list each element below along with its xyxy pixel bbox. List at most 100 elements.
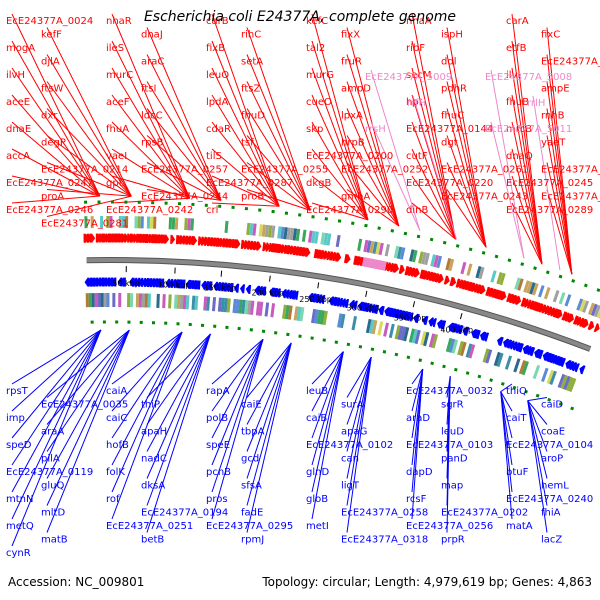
reverse-feature-block (173, 294, 178, 309)
outer-marker (468, 247, 473, 252)
reverse-feature-block (220, 297, 225, 313)
reverse-gene-leader-line (527, 400, 548, 533)
reverse-gene-label: EcE24377A_0104 (506, 440, 593, 451)
forward-gene-label: mrcB (506, 124, 532, 135)
forward-gene-label: fixC (541, 30, 560, 41)
reverse-gene-leader-line (11, 329, 102, 466)
forward-feature-block (121, 216, 126, 229)
reverse-gene-arrow (474, 329, 481, 340)
forward-gene-arrow (182, 235, 188, 245)
outer-marker (324, 217, 328, 221)
reverse-feature-block (287, 305, 293, 320)
reverse-feature-block (100, 293, 104, 308)
reverse-gene-arrow (108, 277, 114, 287)
inner-marker (298, 334, 302, 338)
inner-marker (237, 326, 241, 331)
forward-feature-block (137, 216, 141, 229)
forward-gene-label: EcE24377A_0243 (441, 192, 528, 203)
reverse-feature-block (400, 326, 407, 341)
forward-gene-label: mogA (6, 43, 35, 54)
forward-gene-leader-line (111, 94, 191, 199)
reverse-feature-block (156, 293, 160, 308)
reverse-feature-block (296, 306, 302, 321)
forward-feature-block (543, 287, 551, 300)
outer-marker (124, 200, 128, 204)
reverse-feature-block (557, 373, 566, 388)
reverse-feature-block (549, 370, 557, 385)
reverse-gene-leader-line (146, 333, 211, 479)
forward-gene-label: proA (41, 192, 64, 203)
reverse-gene-leader-line (111, 331, 183, 439)
outer-marker (218, 204, 222, 208)
forward-gene-leader-line (511, 121, 543, 265)
reverse-feature-block (565, 376, 574, 392)
forward-feature-block (140, 216, 144, 229)
forward-feature-block (496, 272, 503, 285)
forward-gene-arrow (222, 238, 228, 248)
reverse-gene-leader-line (111, 331, 183, 412)
reverse-gene-leader-line (411, 369, 424, 520)
reverse-feature-block (403, 327, 410, 342)
reverse-gene-label: dksA (141, 481, 165, 492)
reverse-gene-leader-line (527, 397, 548, 402)
forward-gene-leader-line (11, 13, 101, 197)
forward-gene-leader-line (46, 108, 132, 197)
pseudo-gene-label: rrlH (527, 98, 545, 109)
forward-gene-arrow (160, 234, 167, 244)
forward-gene-label: skp (306, 124, 323, 135)
reverse-feature-block (388, 323, 395, 339)
forward-gene-label: ddl (441, 57, 456, 68)
reverse-gene-leader-line (11, 329, 102, 520)
reverse-feature-block (235, 299, 240, 314)
forward-gene-arrow (114, 233, 121, 243)
reverse-gene-label: EcE24377A_0318 (341, 535, 428, 546)
forward-gene-leader-line (311, 148, 369, 221)
reverse-gene-leader-line (500, 391, 513, 466)
forward-gene-leader-line (311, 13, 369, 221)
reverse-gene-label: mltD (41, 508, 65, 519)
reverse-gene-arrow (536, 349, 544, 360)
reverse-gene-arrow (422, 315, 429, 326)
outer-marker (390, 229, 395, 233)
outer-marker (442, 240, 447, 245)
forward-gene-arrow (213, 237, 219, 247)
reverse-feature-block (284, 305, 290, 320)
forward-feature-block (445, 257, 452, 271)
forward-gene-arrow (304, 247, 311, 257)
forward-gene-arrow (231, 238, 237, 249)
reverse-gene-arrow (153, 278, 159, 288)
reverse-gene-label: nadC (141, 454, 167, 465)
reverse-feature-block (411, 329, 418, 344)
forward-gene-leader-line (311, 40, 369, 221)
forward-feature-block (311, 230, 316, 244)
reverse-feature-block (141, 293, 146, 308)
reverse-gene-arrow (573, 363, 580, 373)
reverse-gene-leader-line (346, 356, 372, 398)
forward-gene-label: dxr (41, 111, 58, 122)
forward-gene-arrow (329, 251, 336, 261)
forward-gene-leader-line (111, 40, 191, 199)
inner-marker (102, 320, 106, 324)
forward-feature-block (168, 217, 173, 230)
reverse-gene-arrow (372, 304, 380, 314)
reverse-gene-label: caiT (506, 413, 527, 424)
forward-gene-arrow (386, 262, 393, 272)
forward-feature-block (475, 265, 482, 279)
inner-marker (164, 321, 168, 325)
forward-feature-block (424, 252, 430, 266)
forward-feature-block (258, 224, 263, 237)
forward-gene-label: fhuA (106, 124, 129, 135)
reverse-gene-label: panD (441, 454, 468, 465)
forward-feature-block (246, 222, 251, 236)
reverse-gene-leader-line (311, 351, 344, 466)
inner-marker (442, 364, 446, 369)
scale-tick-mark (365, 290, 368, 297)
outer-marker (84, 200, 88, 204)
outer-marker (377, 226, 381, 230)
forward-gene-leader-line (211, 94, 280, 207)
reverse-gene-label: EcE24377A_0032 (406, 386, 493, 397)
forward-gene-leader-line (511, 175, 543, 265)
reverse-feature-block (457, 340, 464, 356)
reverse-gene-label: cynR (6, 548, 31, 559)
forward-feature-block (593, 304, 600, 318)
